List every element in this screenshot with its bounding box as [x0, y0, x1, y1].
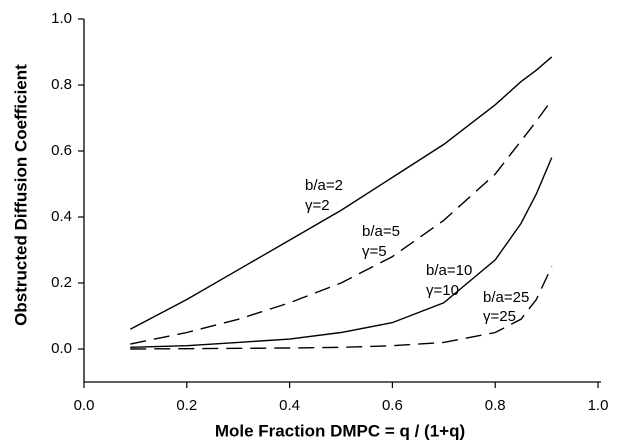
- annotation: γ=2: [305, 197, 330, 214]
- x-tick-label: 1.0: [588, 397, 609, 414]
- x-axis-label: Mole Fraction DMPC = q / (1+q): [215, 421, 465, 440]
- annotation: b/a=5: [362, 223, 400, 240]
- x-tick-label: 0.4: [279, 397, 300, 414]
- x-tick-label: 0.2: [176, 397, 197, 414]
- series-line: [130, 99, 553, 345]
- annotation: b/a=25: [483, 289, 529, 306]
- y-tick-label: 0.2: [51, 274, 72, 291]
- y-axis-label: Obstructed Diffusion Coefficient: [11, 64, 30, 326]
- series-line: [130, 157, 553, 349]
- annotation: γ=25: [483, 308, 516, 325]
- y-tick-label: 0.4: [51, 208, 72, 225]
- annotation: b/a=2: [305, 177, 343, 194]
- annotation: b/a=10: [426, 262, 472, 279]
- y-tick-label: 0.8: [51, 76, 72, 93]
- series-line: [129, 56, 553, 330]
- y-tick-label: 0.6: [51, 142, 72, 159]
- x-tick-label: 0.8: [485, 397, 506, 414]
- y-tick-label: 0.0: [51, 340, 72, 357]
- x-tick-label: 0.6: [382, 397, 403, 414]
- y-tick-label: 1.0: [51, 10, 72, 27]
- x-tick-label: 0.0: [74, 397, 95, 414]
- annotation: γ=10: [426, 282, 459, 299]
- annotation: γ=5: [362, 243, 387, 260]
